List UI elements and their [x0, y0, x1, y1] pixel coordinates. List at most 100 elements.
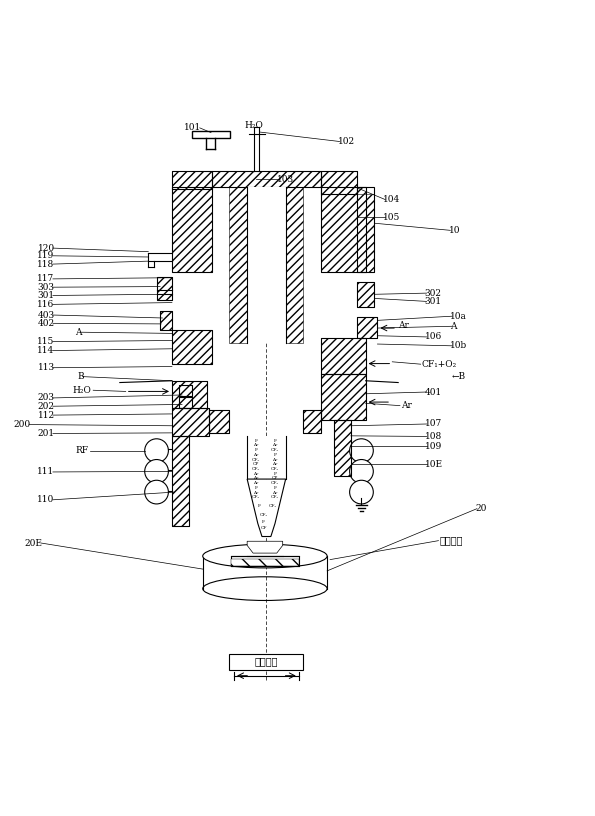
Text: Ar: Ar — [398, 321, 409, 330]
Text: H₂O: H₂O — [245, 121, 264, 130]
Text: 108: 108 — [425, 432, 442, 441]
Text: CP: CP — [253, 462, 259, 466]
Text: CF₁+O₂: CF₁+O₂ — [422, 360, 457, 369]
Circle shape — [145, 481, 168, 504]
Text: 110: 110 — [37, 495, 55, 504]
Bar — [172, 187, 212, 272]
Text: Ar: Ar — [253, 453, 259, 457]
Bar — [172, 171, 212, 188]
Text: 302: 302 — [425, 289, 442, 298]
Text: 201: 201 — [37, 429, 55, 438]
Bar — [321, 374, 365, 420]
Text: 111: 111 — [37, 468, 55, 477]
Text: Ar: Ar — [253, 481, 259, 486]
Circle shape — [350, 439, 373, 463]
Text: 402: 402 — [37, 319, 55, 328]
Text: 107: 107 — [425, 419, 442, 428]
Text: CF₂: CF₂ — [268, 503, 277, 508]
Text: B: B — [78, 372, 84, 381]
Text: 112: 112 — [37, 410, 55, 419]
Text: A: A — [76, 328, 82, 337]
Text: 303: 303 — [37, 282, 55, 291]
Bar — [321, 338, 365, 374]
Text: 106: 106 — [425, 332, 442, 341]
Text: 117: 117 — [37, 274, 55, 283]
Bar — [172, 171, 212, 188]
Text: H₂O: H₂O — [73, 386, 92, 395]
Text: CF₂: CF₂ — [259, 512, 268, 517]
Text: Ar: Ar — [273, 490, 278, 494]
Text: Ar: Ar — [273, 462, 278, 466]
Text: Ar: Ar — [253, 443, 259, 447]
Text: F: F — [255, 438, 258, 442]
Text: 301: 301 — [37, 291, 55, 300]
Bar — [303, 410, 321, 432]
Text: F: F — [274, 438, 277, 442]
Text: 109: 109 — [425, 442, 442, 451]
Text: 114: 114 — [37, 346, 55, 355]
Text: CF₂: CF₂ — [252, 458, 260, 462]
Bar — [172, 408, 209, 437]
Bar — [212, 171, 321, 187]
Text: 101: 101 — [184, 123, 202, 132]
Text: 118: 118 — [37, 259, 55, 268]
Bar — [321, 171, 357, 193]
Text: CF₂: CF₂ — [252, 495, 260, 499]
Text: RF: RF — [76, 446, 89, 455]
Bar — [321, 374, 365, 420]
Bar — [160, 311, 172, 330]
Text: CF: CF — [261, 526, 267, 530]
Bar — [179, 397, 192, 408]
Bar — [209, 410, 230, 432]
Text: Ar: Ar — [273, 443, 278, 447]
Bar — [179, 397, 192, 408]
Text: F: F — [258, 503, 261, 508]
Bar — [212, 187, 321, 272]
Text: Ar: Ar — [253, 472, 259, 476]
Bar — [172, 408, 209, 437]
Bar — [156, 277, 172, 300]
Bar — [160, 311, 172, 330]
Text: 301: 301 — [425, 297, 442, 306]
Bar — [286, 187, 303, 343]
Text: 120: 120 — [37, 244, 55, 253]
Text: 403: 403 — [37, 311, 55, 320]
Circle shape — [350, 459, 373, 483]
Polygon shape — [247, 479, 286, 536]
Text: Ar: Ar — [273, 458, 278, 462]
Bar — [303, 410, 321, 432]
Bar — [179, 385, 192, 396]
Bar — [321, 187, 365, 272]
Text: 200: 200 — [14, 420, 31, 429]
Text: 116: 116 — [37, 299, 55, 309]
Bar — [357, 317, 377, 338]
Bar — [172, 330, 212, 364]
Text: CF₂: CF₂ — [252, 467, 260, 471]
Bar — [231, 556, 299, 566]
Bar — [357, 187, 374, 272]
Bar — [321, 171, 357, 193]
Text: 202: 202 — [37, 401, 55, 410]
Bar — [179, 385, 192, 396]
Text: 10: 10 — [449, 226, 460, 235]
Text: 104: 104 — [383, 195, 400, 204]
Text: CF₂: CF₂ — [271, 448, 279, 452]
Text: F: F — [262, 520, 265, 524]
Text: 10b: 10b — [450, 341, 468, 350]
Bar — [172, 330, 212, 364]
Bar — [231, 559, 299, 566]
Bar — [334, 420, 351, 476]
Bar — [172, 437, 189, 526]
Text: 102: 102 — [338, 137, 355, 146]
Text: 105: 105 — [383, 213, 401, 222]
Bar — [321, 187, 365, 272]
Text: 401: 401 — [425, 388, 442, 397]
Bar — [357, 193, 374, 272]
Bar — [357, 317, 377, 338]
Bar — [172, 187, 212, 272]
Text: CF₂: CF₂ — [271, 481, 279, 486]
Bar — [247, 437, 286, 479]
Text: F: F — [274, 486, 277, 490]
Text: Ar: Ar — [253, 490, 259, 494]
Text: 10a: 10a — [450, 312, 467, 321]
